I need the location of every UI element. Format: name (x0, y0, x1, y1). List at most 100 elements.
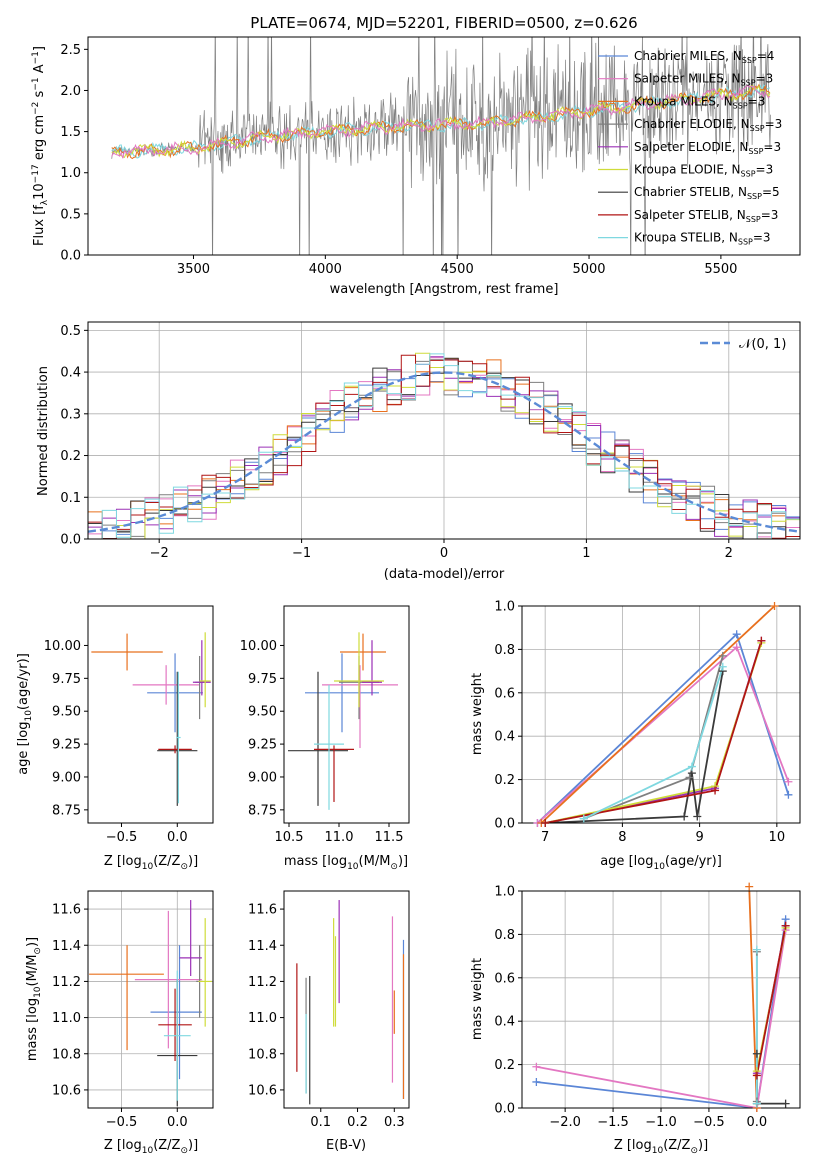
histogram-step (88, 353, 800, 539)
x-tick-label: −2 (150, 546, 169, 561)
x-axis-label: mass [log10(M/M⊙)] (284, 854, 408, 872)
weight-line (536, 632, 790, 823)
y-tick-label: 8.75 (248, 803, 277, 818)
y-tick-label: 1.0 (494, 600, 515, 615)
y-tick-label: 9.75 (248, 672, 277, 687)
x-tick-label: −0.5 (106, 1115, 138, 1130)
y-axis-label: mass weight (470, 958, 485, 1040)
axes-frame (87, 36, 801, 256)
y-axis-label: age [log10(age/yr)] (16, 653, 34, 775)
axes-age_vs_Z: −0.5 0.0 8.75 9.00 9.25 9.50 9.75 10.00 Z [log10… (16, 605, 214, 872)
x-tick-label: 4500 (441, 262, 474, 277)
y-tick-label: 2.5 (60, 43, 81, 58)
axes-frame (87, 605, 214, 824)
y-tick-label: 9.00 (248, 770, 277, 785)
y-tick-label: 11.6 (52, 903, 81, 918)
legend-label: Chabrier STELIB, NSSP=5 (634, 185, 780, 201)
x-tick-label: −1 (292, 546, 311, 561)
weight-line (545, 670, 724, 823)
y-tick-label: 0.8 (494, 928, 515, 943)
weight-marker (784, 777, 793, 786)
y-tick-label: 11.2 (52, 975, 81, 990)
plot-area-mass_vs_Z (89, 900, 212, 1107)
y-tick-label: 11.0 (52, 1011, 81, 1026)
weight-marker (579, 814, 588, 823)
axes-spectrum: 3500 4000 4500 5000 5500 0.0 0.5 1.0 1.5 2.0 2.5 wa… (31, 36, 801, 297)
weight-line (536, 929, 787, 1108)
weight-line (544, 640, 763, 823)
y-tick-label: 0.8 (494, 643, 515, 658)
x-tick-label: 7 (541, 830, 549, 845)
y-tick-label: 0.4 (494, 1015, 515, 1030)
y-tick-label: 8.75 (52, 803, 81, 818)
y-tick-label: 1.0 (494, 885, 515, 900)
y-tick-label: 9.50 (248, 705, 277, 720)
y-tick-label: 11.6 (248, 903, 277, 918)
weight-marker (781, 921, 790, 930)
y-tick-label: 10.8 (248, 1047, 277, 1062)
x-tick-label: 0.3 (384, 1115, 405, 1130)
y-tick-label: 0.1 (60, 491, 81, 506)
x-axis-label: Z [log10(Z/Z⊙)] (104, 1138, 198, 1156)
plot-area-mass_weight_vs_age (536, 606, 790, 823)
x-axis-label: Z [log10(Z/Z⊙)] (104, 854, 198, 872)
y-tick-label: 10.6 (52, 1083, 81, 1098)
weight-marker (752, 945, 761, 954)
legend-label: Kroupa STELIB, NSSP=3 (634, 231, 771, 247)
x-tick-label: 9 (695, 830, 703, 845)
weight-marker (680, 812, 689, 821)
x-tick-label: 0.1 (310, 1115, 331, 1130)
plot-area-residuals (88, 352, 800, 539)
y-tick-label: 0.4 (494, 730, 515, 745)
y-tick-label: 0.5 (60, 207, 81, 222)
x-tick-label: 10.5 (275, 830, 304, 845)
figure-title: PLATE=0674, MJD=52201, FIBERID=0500, z=0… (250, 14, 637, 32)
y-tick-label: 0.2 (60, 449, 81, 464)
weight-marker (770, 602, 779, 610)
weight-line (544, 642, 763, 823)
legend-label: Chabrier MILES, NSSP=4 (634, 49, 774, 65)
y-axis-label: mass weight (470, 673, 485, 755)
y-tick-label: 0.0 (494, 817, 515, 832)
axes-frame (87, 890, 214, 1109)
data-spectrum (111, 37, 771, 255)
axes-frame (283, 605, 410, 824)
weight-marker (784, 790, 793, 799)
y-axis-label: mass [log10(M/M⊙)] (25, 937, 43, 1061)
plot-layer: 3500 4000 4500 5000 5500 0.0 0.5 1.0 1.5 2.0 2.5 wa… (16, 36, 801, 1156)
plot-area-age_vs_Z (91, 632, 211, 806)
axes-frame (283, 890, 410, 1109)
y-tick-label: 11.0 (248, 1011, 277, 1026)
x-tick-label: 5500 (704, 262, 737, 277)
weight-marker (532, 1077, 541, 1086)
weight-marker (532, 1062, 541, 1071)
x-tick-label: 11.0 (325, 830, 354, 845)
y-tick-label: 10.6 (248, 1083, 277, 1098)
weight-marker (752, 1071, 761, 1080)
histogram-step (88, 352, 800, 539)
y-tick-label: 1.5 (60, 125, 81, 140)
x-tick-label: 2 (725, 546, 733, 561)
weight-marker (541, 819, 550, 827)
x-axis-label: (data-model)/error (384, 567, 505, 582)
legend-label: Salpeter MILES, NSSP=3 (634, 72, 773, 88)
model-spectrum (111, 84, 770, 159)
axes-mass_weight_vs_Z: −2.0 −1.5 −1.0 −0.5 0.0 0.0 0.2 0.4 0.6 0.8 1.0 Z [… (470, 882, 801, 1156)
y-tick-label: 11.4 (52, 939, 81, 954)
y-tick-label: 2.0 (60, 84, 81, 99)
x-axis-label: age [log10(age/yr)] (600, 854, 722, 872)
y-tick-label: 0.6 (494, 971, 515, 986)
weight-line (583, 666, 724, 820)
legend-label: Salpeter ELODIE, NSSP=3 (634, 140, 781, 156)
weight-marker (752, 1099, 761, 1108)
x-tick-label: 0.2 (347, 1115, 368, 1130)
weight-line (540, 606, 776, 823)
x-tick-label: 0.0 (167, 830, 188, 845)
axes-residuals: −2 −1 0 1 2 0.0 0.1 0.2 0.3 0.4 0.5 𝒩(0, 1) (data-mo… (36, 321, 801, 582)
x-tick-label: −2.0 (549, 1115, 581, 1130)
weight-marker (711, 786, 720, 795)
x-tick-label: −1.5 (597, 1115, 629, 1130)
y-tick-label: 0.3 (60, 407, 81, 422)
legend-label: Kroupa ELODIE, NSSP=3 (634, 163, 773, 179)
y-tick-label: 10.8 (52, 1047, 81, 1062)
